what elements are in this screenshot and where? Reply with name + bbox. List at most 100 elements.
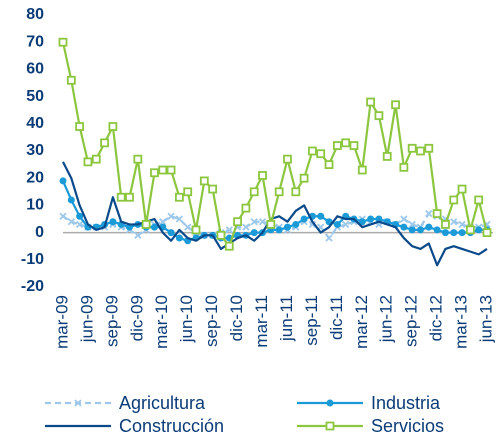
point [108,122,118,131]
x-tick-label: mar-11 [252,295,271,348]
point [349,141,359,150]
x-tick-label: sep-10 [202,295,221,347]
point [125,192,134,202]
series-line [61,41,489,248]
point [400,223,408,231]
point [382,152,392,161]
y-tick-label: 60 [26,61,44,78]
x-tick-label: sep-09 [102,295,121,347]
point [357,165,367,175]
series [62,161,488,267]
point [199,176,209,186]
point [474,195,484,205]
series-line [62,161,488,267]
point [242,223,250,231]
point [291,187,301,197]
legend-marker [74,399,82,407]
point [458,220,466,229]
point [342,220,350,229]
point [100,138,109,148]
point [183,187,193,197]
x-tick-label: mar-10 [152,295,171,349]
x-tick-label: sep-12 [402,295,421,347]
point [224,241,234,251]
point [66,75,76,85]
point [425,209,433,218]
point [59,212,67,220]
point [283,223,291,231]
point [67,218,75,226]
point [432,209,442,218]
point [150,168,159,178]
x-tick-label: mar-13 [452,295,471,349]
point [317,212,325,220]
point [167,212,175,220]
series [58,37,492,251]
x-tick-label: jun-12 [377,295,396,343]
point [441,220,450,229]
y-tick-label: 0 [35,224,44,241]
series-line [61,180,487,242]
point [465,225,475,235]
point [400,215,408,223]
point [408,226,416,234]
point [416,146,425,156]
x-tick-label: jun-13 [476,295,495,343]
y-tick-label: 40 [26,115,44,132]
point [166,165,176,175]
point [58,37,68,47]
y-tick-label: -20 [21,278,44,295]
point [75,122,85,131]
point [109,218,117,226]
point [175,215,184,223]
point [292,220,300,228]
point [358,218,366,226]
point [367,215,375,223]
point [375,215,383,223]
legend-marker [325,421,335,431]
point [141,220,151,229]
point [475,226,483,234]
point [424,143,434,153]
point [450,218,458,226]
point [332,141,342,150]
point [391,100,400,110]
point [67,196,75,204]
point [174,192,184,202]
point [374,111,384,121]
point [158,165,168,175]
x-tick-label: mar-12 [352,295,371,349]
point [133,154,143,164]
x-tick-label: dic-12 [427,295,446,341]
point [150,223,158,231]
point [333,220,341,228]
x-tick-label: jun-10 [177,295,196,343]
legend-label: Construcción [119,416,224,436]
point [283,154,292,164]
point [441,229,449,237]
point [341,138,351,148]
point [299,173,309,183]
point [159,218,167,226]
y-tick-label: 70 [26,33,44,50]
point [76,212,84,220]
point [134,231,142,239]
point [274,187,284,197]
point [241,203,251,213]
point [266,220,276,229]
point [450,229,458,237]
point [167,229,175,237]
point [75,220,84,229]
legend-marker [326,399,334,407]
point [91,154,101,164]
point [325,234,333,242]
point [59,177,67,185]
point [408,220,416,229]
point [233,217,242,227]
point [399,162,409,172]
point [250,218,258,226]
y-tick-label: 50 [26,88,44,105]
point [416,226,424,234]
point [258,218,267,226]
legend-label: Industria [371,393,441,413]
